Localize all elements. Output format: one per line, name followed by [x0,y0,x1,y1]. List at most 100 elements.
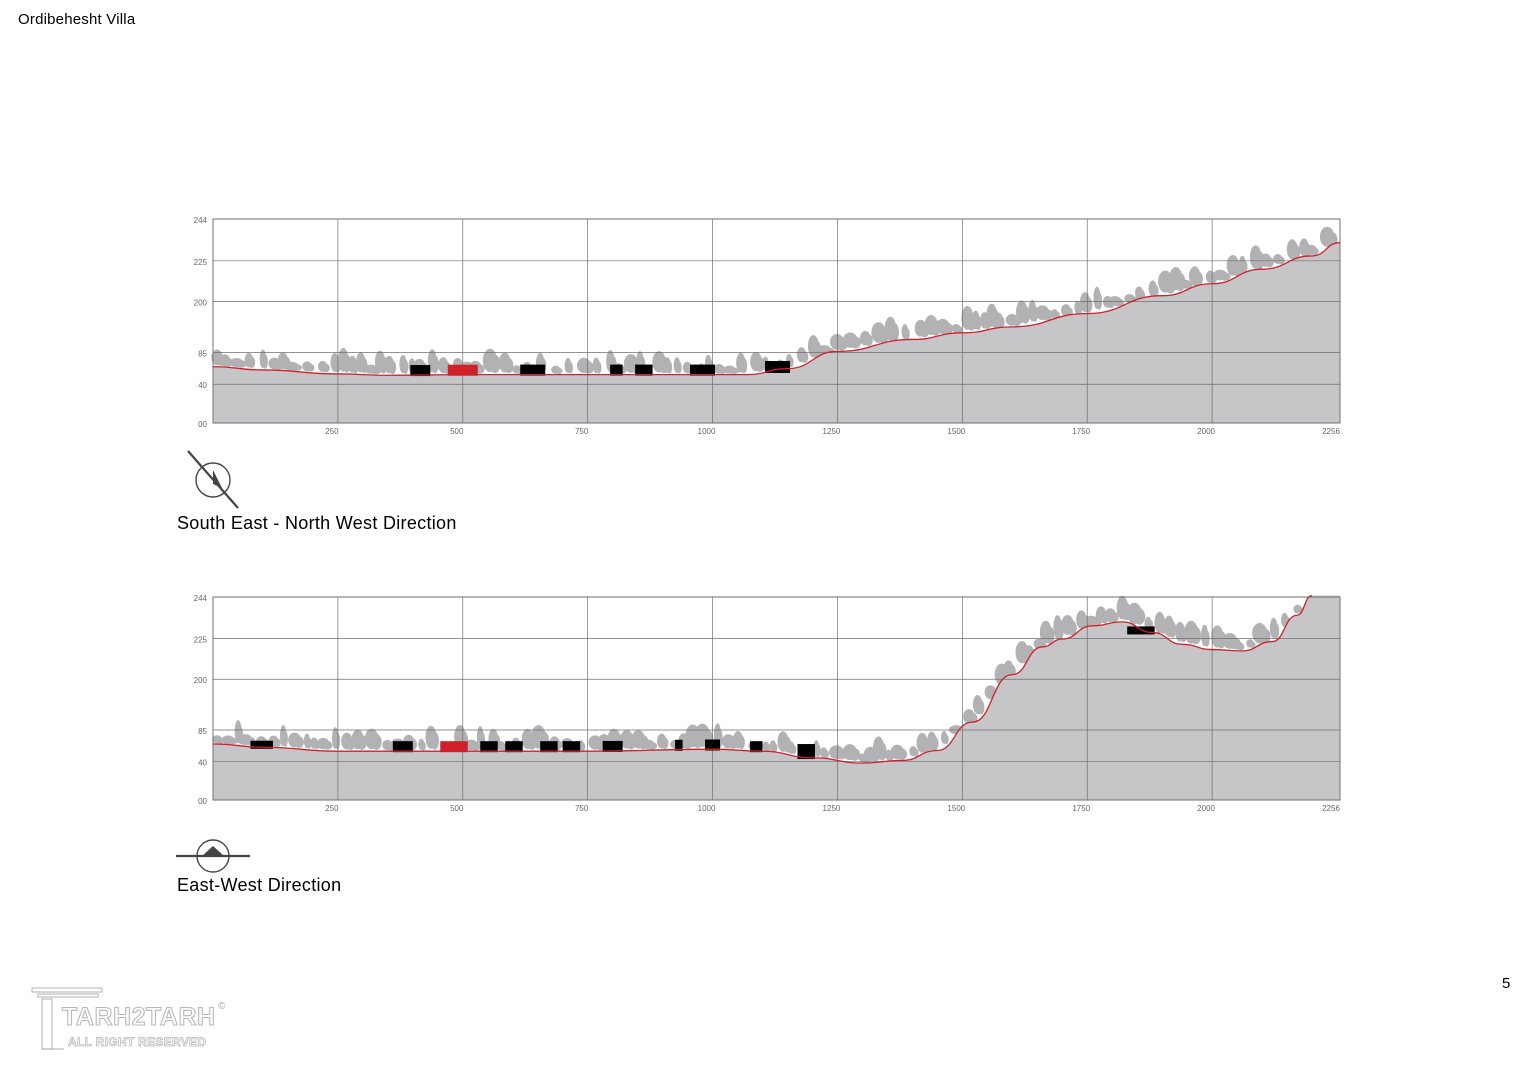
x-tick-label: 250 [325,427,339,436]
tree [1110,611,1119,623]
x-tick-label: 2000 [1197,427,1215,436]
tree [998,316,1005,328]
logo-tagline: ALL RIGHT RESERVED [68,1035,207,1050]
x-tick-label: 1250 [823,427,841,436]
chart-border [212,596,1341,801]
tree [801,351,809,363]
x-tick-label: 2256 [1322,427,1340,436]
logo-wordmark: TARH2TARH [61,1002,216,1031]
tree [790,744,797,755]
villa-building [447,364,478,376]
horizontal-compass-icon [175,838,253,883]
tree [765,743,771,752]
tree [1190,626,1202,645]
tree [580,742,586,751]
x-tick-label: 500 [450,427,464,436]
building [250,740,273,749]
building [750,741,763,753]
tree [812,340,822,359]
tree [227,737,238,745]
tree [282,730,288,747]
tree [1096,292,1103,310]
building [505,741,523,753]
building [797,744,815,760]
tree [648,742,658,750]
tree [889,323,899,342]
building [520,364,546,376]
tree [904,328,910,340]
tree [1219,272,1231,281]
tree [290,364,303,371]
tree [357,734,367,750]
tree [977,700,985,715]
tree [1259,628,1271,645]
tarh2tarh-logo: TARH2TARH ALL RIGHT RESERVED © [28,985,238,1055]
tree [849,336,861,349]
tree [294,736,305,748]
tree [864,334,873,347]
chart-border [212,218,1341,424]
tree [431,355,439,374]
tree [1291,244,1301,260]
x-tick-label: 1750 [1072,427,1090,436]
tree [1067,620,1077,636]
y-tick-label: 225 [194,636,208,645]
tree [583,361,595,374]
tree [273,738,281,748]
x-tick-label: 1000 [698,804,716,813]
tree [371,734,382,750]
tree [1249,641,1256,648]
building [675,739,683,751]
x-tick-label: 2000 [1197,804,1215,813]
building [690,364,716,376]
tree [878,742,887,761]
tree [236,360,247,368]
tree [823,750,830,759]
building [562,741,581,753]
tree [816,744,821,758]
tree [1168,621,1177,638]
tree [942,322,953,335]
page-title: Ordibehesht Villa [18,11,136,28]
tree [1242,260,1248,274]
x-tick-label: 500 [450,804,464,813]
tree [1133,608,1146,625]
y-tick-label: 40 [198,381,207,390]
y-tick-label: 85 [198,727,207,736]
profile-line [212,594,1313,764]
tree [388,360,397,375]
x-tick-label: 1750 [1072,804,1090,813]
tree [504,357,514,374]
y-tick-label: 00 [198,797,207,806]
terrain-area [213,242,1340,423]
tree [1311,247,1319,256]
y-tick-label: 200 [194,299,208,308]
tree [322,740,333,750]
building [602,740,623,752]
tree [676,361,682,374]
tree [555,367,563,375]
x-tick-label: 1250 [823,804,841,813]
building [1127,626,1155,635]
building [480,741,498,753]
x-tick-label: 750 [575,427,589,436]
tree [661,737,669,750]
building [635,364,653,376]
building [392,741,413,753]
y-tick-label: 200 [194,676,208,685]
tree [896,748,908,760]
logo-copyright: © [218,1001,226,1012]
chart-group-0: 244 225 200 85 40 00 250 500 750 1000 1250 1500 1750… [194,216,1341,436]
tree [1021,306,1031,324]
tree [322,363,330,373]
tree [595,361,602,374]
tree [1175,273,1186,291]
tree [567,362,574,374]
profile-line [212,242,1341,376]
tree [955,326,963,334]
tree [1084,297,1093,313]
tree [1152,284,1159,297]
tree [737,735,745,750]
diagonal-compass-icon [180,448,244,517]
y-tick-label: 244 [194,594,208,603]
